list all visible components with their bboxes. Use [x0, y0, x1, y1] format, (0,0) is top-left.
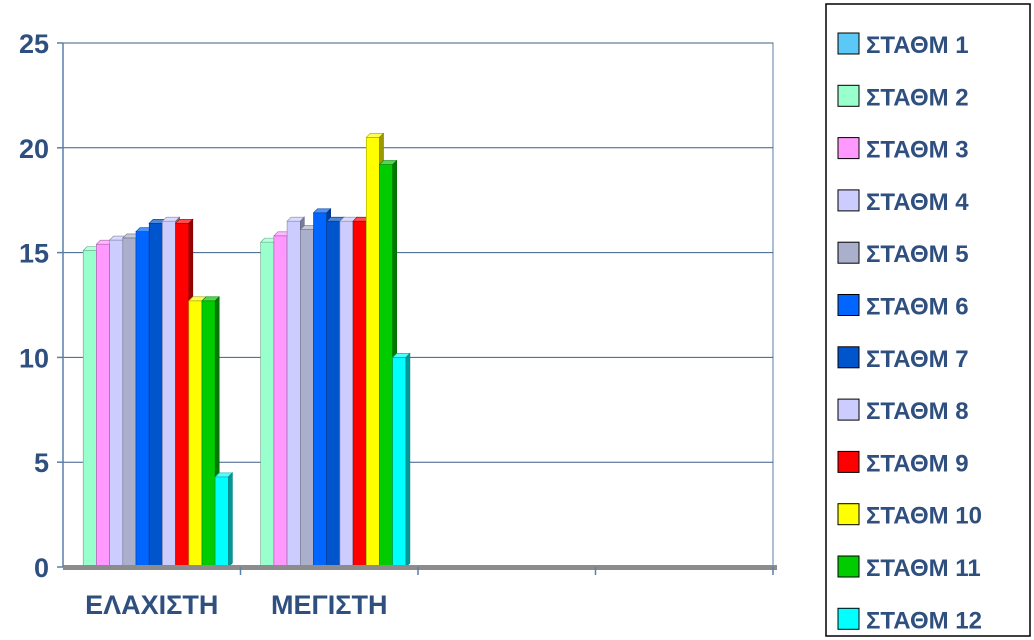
y-tick-label: 5 [34, 448, 49, 478]
y-tick-label: 15 [19, 239, 49, 269]
legend-item: ΣΤΑΘΜ 8 [837, 398, 969, 425]
legend-swatch [837, 398, 860, 421]
legend-item: ΣΤΑΘΜ 12 [837, 607, 982, 634]
legend-item: ΣΤΑΘΜ 10 [837, 503, 982, 530]
x-category-label: ΕΛΑΧΙΣΤΗ [85, 590, 218, 620]
x-category-label: ΜΕΓΙΣΤΗ [271, 590, 387, 620]
bar-front [82, 250, 97, 568]
legend-item: ΣΤΑΘΜ 11 [837, 555, 981, 582]
legend-label: ΣΤΑΘΜ 6 [866, 294, 969, 321]
legend-item: ΣΤΑΘΜ 7 [837, 346, 969, 373]
bar-front [299, 229, 314, 568]
y-tick-label: 0 [34, 553, 49, 583]
legend-item: ΣΤΑΘΜ 6 [837, 294, 969, 321]
legend-swatch [837, 137, 860, 160]
bar-front [352, 220, 367, 568]
bar-front [214, 476, 229, 568]
legend-label: ΣΤΑΘΜ 12 [866, 607, 982, 634]
legend-item: ΣΤΑΘΜ 5 [837, 241, 969, 268]
bar-front [175, 222, 190, 568]
bar-front [365, 137, 380, 568]
legend-item: ΣΤΑΘΜ 2 [837, 84, 969, 111]
chart-floor [63, 565, 777, 570]
legend-swatch [837, 346, 860, 369]
bar-front [379, 164, 393, 568]
bar-front [286, 220, 301, 568]
bar-front [135, 231, 150, 568]
legend-swatch [837, 503, 860, 526]
bar-front [326, 220, 341, 568]
legend: ΣΤΑΘΜ 1 ΣΤΑΘΜ 2 ΣΤΑΘΜ 3 ΣΤΑΘΜ 4 ΣΤΑΘΜ 5 ΣΤΑΘΜ… [825, 3, 1031, 637]
bar-front [122, 237, 137, 568]
legend-swatch [837, 84, 860, 107]
legend-label: ΣΤΑΘΜ 10 [866, 503, 982, 530]
legend-item: ΣΤΑΘΜ 9 [837, 450, 969, 477]
y-tick-label: 10 [19, 343, 49, 373]
legend-label: ΣΤΑΘΜ 11 [866, 555, 981, 582]
bar-front [96, 243, 110, 568]
legend-item: ΣΤΑΘΜ 1 [837, 32, 969, 59]
bar-front [109, 239, 124, 568]
bar [214, 472, 234, 568]
legend-swatch [837, 241, 860, 264]
legend-swatch [837, 555, 860, 578]
legend-label: ΣΤΑΘΜ 5 [866, 241, 969, 268]
bar-front [273, 235, 288, 568]
bar-front [148, 222, 163, 568]
bar-front [188, 300, 203, 568]
bar-front [162, 220, 176, 568]
legend-item: ΣΤΑΘΜ 4 [837, 189, 969, 216]
bar-side [405, 352, 411, 568]
bars-group [82, 132, 411, 568]
legend-swatch [837, 450, 860, 473]
bar [201, 296, 220, 568]
legend-label: ΣΤΑΘΜ 8 [866, 398, 969, 425]
legend-label: ΣΤΑΘΜ 2 [866, 84, 969, 111]
bar [391, 352, 411, 568]
bar-front [392, 357, 407, 568]
y-tick-label: 25 [19, 29, 49, 59]
legend-swatch [837, 294, 860, 316]
legend-label: ΣΤΑΘΜ 3 [866, 137, 969, 164]
legend-swatch [837, 32, 860, 55]
legend-label: ΣΤΑΘΜ 7 [866, 346, 969, 373]
bar-front [260, 241, 275, 568]
legend-box [825, 3, 1031, 637]
legend-swatch [837, 607, 860, 630]
y-tick-label: 20 [19, 134, 49, 164]
legend-label: ΣΤΑΘΜ 1 [866, 32, 969, 59]
axes-group: 0 5 10 15 20 25 ΕΛΑΧΙΣΤΗ ΜΕΓΙΣΤΗ [19, 29, 777, 620]
bar-front [313, 212, 327, 568]
legend-item: ΣΤΑΘΜ 3 [837, 137, 969, 164]
bar-side [228, 472, 233, 568]
legend-label: ΣΤΑΘΜ 9 [866, 450, 969, 477]
bar-front [201, 300, 216, 568]
bar-front [339, 220, 354, 568]
legend-label: ΣΤΑΘΜ 4 [866, 189, 969, 216]
legend-swatch [837, 189, 860, 212]
